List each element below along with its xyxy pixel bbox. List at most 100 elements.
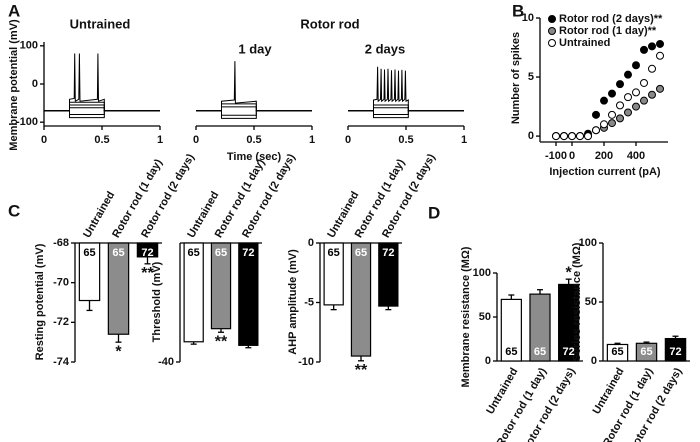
x-tick-label: -100	[545, 150, 567, 162]
chart-supertitle: Rotor rod	[300, 16, 359, 31]
point	[632, 88, 640, 97]
point	[648, 90, 656, 99]
bar	[378, 242, 399, 307]
n-label: 72	[382, 247, 394, 259]
point	[592, 126, 600, 135]
point	[648, 42, 656, 51]
trace	[196, 61, 312, 112]
point	[624, 70, 632, 79]
x-tick-label: 0	[569, 150, 575, 162]
point	[608, 110, 616, 119]
y-tick-label: 10	[522, 12, 534, 24]
bar	[107, 242, 130, 335]
legend-label: Rotor rod (2 days)**	[559, 13, 663, 25]
trace	[44, 53, 160, 112]
y-tick-label: 100	[20, 40, 38, 52]
n-label: 65	[188, 247, 200, 259]
x-tick-label: 0	[41, 134, 47, 146]
y-tick-label: -68	[53, 237, 69, 249]
point	[600, 96, 608, 105]
x-axis-label: Time (sec)	[227, 151, 282, 163]
trace	[44, 101, 160, 112]
legend-label: Rotor rod (1 day)**	[559, 25, 657, 37]
point	[640, 45, 648, 54]
n-label: 65	[611, 346, 623, 358]
significance: **	[355, 362, 368, 379]
x-axis-label: Injection current (pA)	[549, 166, 661, 178]
n-label: 72	[141, 247, 153, 259]
significance: **	[141, 265, 154, 282]
chart-title: Untrained	[70, 16, 131, 31]
bar	[558, 283, 580, 362]
point	[576, 132, 584, 141]
point	[568, 132, 576, 141]
panel-label: A	[8, 1, 20, 20]
point	[616, 114, 624, 123]
y-tick-label: 0	[32, 78, 38, 90]
n-label: 72	[669, 346, 681, 358]
y-tick-label: -70	[53, 277, 69, 289]
legend-marker	[548, 39, 556, 47]
bar	[664, 337, 687, 362]
x-tick-label: 1	[309, 134, 315, 146]
significance: *	[115, 343, 122, 360]
point	[560, 132, 568, 141]
y-axis-label: Membrane potential (mV)	[8, 19, 20, 151]
legend-marker	[548, 15, 556, 23]
bar	[350, 242, 372, 357]
y-tick-label: 0	[591, 355, 597, 367]
bar	[210, 242, 232, 330]
n-label: 65	[215, 247, 227, 259]
point	[656, 51, 664, 60]
n-label: 65	[640, 346, 652, 358]
trace	[348, 110, 464, 115]
category-label: Rotor rod (1 day)	[213, 157, 268, 240]
x-tick-label: 0.5	[94, 134, 109, 146]
y-tick-label: 100	[579, 237, 597, 249]
y-axis-label: Resting potential (mV)	[34, 243, 46, 360]
point	[632, 102, 640, 111]
x-tick-label: 0.5	[398, 134, 413, 146]
point	[608, 89, 616, 98]
y-tick-label: 5	[528, 71, 534, 83]
y-axis-label: Threshold (mV)	[151, 261, 163, 342]
y-tick-label: 0	[528, 130, 534, 142]
y-tick-label: -100	[16, 116, 38, 128]
category-label: Rotor rod (2 days)	[240, 152, 298, 240]
n-label: 65	[355, 247, 367, 259]
trace	[196, 106, 312, 112]
n-label: 65	[83, 247, 95, 259]
y-tick-label: 0	[485, 355, 491, 367]
bar	[78, 242, 101, 302]
bar	[136, 242, 159, 258]
n-label: 65	[112, 247, 124, 259]
point	[552, 132, 560, 141]
n-label: 65	[328, 247, 340, 259]
n-label: 65	[505, 346, 517, 358]
point	[656, 84, 664, 93]
y-axis-label: Number of spikes	[510, 32, 522, 124]
bar	[323, 242, 344, 306]
point	[640, 78, 648, 87]
x-tick-label: 400	[627, 150, 645, 162]
n-label: 72	[242, 247, 254, 259]
x-tick-label: 200	[595, 150, 613, 162]
point	[640, 96, 648, 105]
y-axis-label: Series resistance (MΩ)	[571, 242, 583, 361]
x-tick-label: 0	[193, 134, 199, 146]
y-tick-label: -5	[304, 296, 314, 308]
bar	[606, 343, 629, 362]
legend-label: Untrained	[559, 37, 610, 49]
category-label: Rotor rod (1 day)	[110, 157, 165, 240]
point	[592, 110, 600, 119]
x-tick-label: 1	[461, 134, 467, 146]
chart-title: 2 days	[365, 41, 405, 56]
y-axis-label: AHP amplitude (mV)	[287, 249, 299, 355]
y-axis-label: Membrane resistance (MΩ)	[460, 246, 472, 387]
point	[648, 64, 656, 73]
y-tick-label: 0	[308, 237, 314, 249]
n-label: 65	[534, 346, 546, 358]
trace	[348, 66, 464, 112]
y-tick-label: -72	[53, 316, 69, 328]
